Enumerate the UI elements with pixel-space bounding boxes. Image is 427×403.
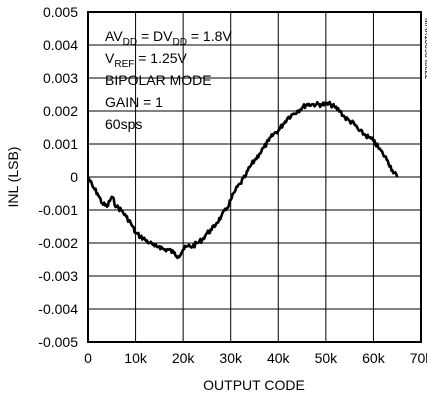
figure-id: MAX13698 toc22	[423, 18, 427, 80]
annotation-mode: BIPOLAR MODE	[105, 72, 212, 88]
y-tick-label: -0.004	[38, 301, 78, 317]
annotation-supply: AVDD = DVDD = 1.8V	[105, 28, 232, 48]
y-tick-label: -0.001	[38, 202, 78, 218]
x-tick-label: 60k	[362, 350, 386, 366]
grid	[87, 11, 422, 343]
x-tick-label: 0	[84, 350, 92, 366]
annotation-vref: VREF = 1.25V	[105, 50, 188, 70]
y-tick-label: 0.004	[43, 37, 78, 53]
x-axis-label: OUTPUT CODE	[203, 377, 305, 393]
y-axis-label: INL (LSB)	[5, 147, 21, 208]
y-tick-label: 0.005	[43, 4, 78, 20]
x-tick-label: 30k	[219, 350, 243, 366]
y-tick-label: -0.003	[38, 268, 78, 284]
x-tick-label: 70k	[410, 350, 427, 366]
inl-curve	[86, 100, 399, 260]
y-tick-label: 0.002	[43, 103, 78, 119]
y-tick-label: -0.002	[38, 235, 78, 251]
plot-frame	[87, 11, 422, 343]
y-tick-label: 0.001	[43, 136, 78, 152]
annotation-rate: 60sps	[105, 116, 142, 132]
y-tick-label: 0	[70, 169, 78, 185]
y-tick-labels: 0.005 0.004 0.003 0.002 0.001 0 -0.001 -0.002 -0…	[38, 4, 78, 350]
x-tick-label: 20k	[172, 350, 196, 366]
annotation-block: AVDD = DVDD = 1.8V VREF = 1.25V BIPOLAR …	[105, 28, 232, 132]
annotation-gain: GAIN = 1	[105, 94, 163, 110]
x-tick-label: 50k	[315, 350, 339, 366]
x-tick-labels: 0 10k 20k 30k 40k 50k 60k 70k	[84, 350, 427, 366]
y-tick-label: 0.003	[43, 70, 78, 86]
x-tick-label: 10k	[124, 350, 148, 366]
x-tick-label: 40k	[267, 350, 291, 366]
y-tick-label: -0.005	[38, 334, 78, 350]
